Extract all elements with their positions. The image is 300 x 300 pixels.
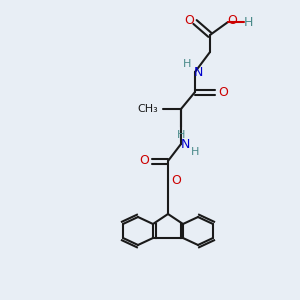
Text: O: O xyxy=(184,14,194,26)
Text: O: O xyxy=(218,85,228,98)
Text: N: N xyxy=(193,65,203,79)
Text: H: H xyxy=(243,16,253,28)
Text: H: H xyxy=(177,130,185,140)
Text: O: O xyxy=(139,154,149,167)
Text: O: O xyxy=(227,14,237,26)
Text: H: H xyxy=(191,147,199,157)
Text: O: O xyxy=(171,173,181,187)
Text: CH₃: CH₃ xyxy=(137,104,158,114)
Text: N: N xyxy=(180,137,190,151)
Text: H: H xyxy=(183,59,191,69)
